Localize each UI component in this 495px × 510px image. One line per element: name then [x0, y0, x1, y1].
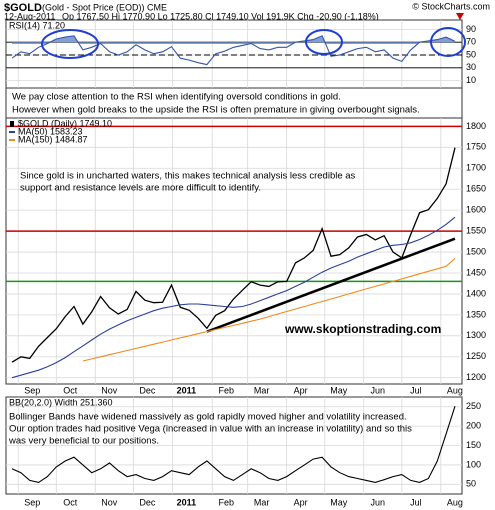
highlight [305, 29, 343, 55]
rsi-area [12, 35, 455, 44]
y-tick-label: 1450 [466, 267, 486, 277]
x-tick-label: Apr [294, 497, 308, 507]
y-tick-label: 1350 [466, 309, 486, 319]
y-tick-label: 1650 [466, 184, 486, 194]
y-tick-label: 1250 [466, 351, 486, 361]
y-tick-label: 70 [466, 37, 476, 47]
y-tick-label: 100 [466, 459, 481, 469]
series-line [11, 216, 456, 379]
series-line [11, 147, 456, 363]
y-tick-label: 1200 [466, 372, 486, 382]
y-tick-label: 1700 [466, 163, 486, 173]
panel-title: BB(20,2.0) Width 251.360 [9, 397, 113, 407]
trend-line [206, 237, 456, 333]
y-tick-label: 1400 [466, 288, 486, 298]
price-panel [5, 117, 463, 385]
note: Bollinger Bands have widened massively a… [9, 412, 407, 423]
legend-label: $GOLD (Daily) 1749.10 [18, 118, 112, 128]
y-tick-label: 50 [466, 479, 476, 489]
quote: Op 1767.50 Hi 1770.90 Lo 1725.80 Cl 1749… [62, 11, 379, 21]
note: We pay close attention to the RSI when i… [12, 92, 341, 103]
note: support and resistance levels are more d… [20, 183, 261, 194]
y-tick-label: 1500 [466, 246, 486, 256]
x-tick-label: Aug [447, 385, 463, 395]
x-tick-label: Aug [447, 497, 463, 507]
x-tick-label: Oct [63, 497, 78, 507]
highlight [41, 29, 99, 59]
x-tick-label: Dec [139, 497, 156, 507]
down-arrow [456, 13, 464, 20]
x-tick-label: May [330, 497, 348, 507]
x-tick-label: Jun [370, 497, 385, 507]
series-line [82, 257, 456, 362]
legend-swatch [10, 121, 14, 127]
y-tick-label: 90 [466, 24, 476, 34]
note: However when gold breaks to the upside t… [12, 105, 420, 116]
y-tick-label: 1800 [466, 121, 486, 131]
y-tick-label: 50 [466, 49, 476, 59]
y-tick-label: 1750 [466, 142, 486, 152]
series-line [11, 406, 456, 483]
x-tick-label: Jul [410, 385, 422, 395]
highlight [430, 27, 466, 57]
x-tick-label: Feb [218, 497, 234, 507]
legend-label: MA(150) 1484.87 [18, 134, 88, 144]
note: Our option trades had positive Vega (inc… [9, 424, 412, 435]
website: www.skoptionstrading.com [284, 322, 441, 336]
symbol: $GOLD [4, 2, 42, 14]
series-line [11, 35, 456, 66]
legend-label: MA(50) 1583.23 [18, 126, 83, 136]
symbol-name: (Gold - Spot Price (EOD)) CME [42, 2, 167, 12]
x-tick-label: Nov [101, 385, 118, 395]
source: © StockCharts.com [412, 1, 490, 11]
x-tick-label: Feb [218, 385, 234, 395]
x-tick-label: Mar [254, 385, 270, 395]
x-tick-label: 2011 [177, 385, 197, 395]
note: Since gold is in uncharted waters, this … [20, 171, 356, 182]
x-tick-label: Oct [63, 385, 78, 395]
x-tick-label: Sep [24, 497, 40, 507]
x-tick-label: Jun [370, 385, 385, 395]
y-tick-label: 200 [466, 421, 481, 431]
x-tick-label: May [330, 385, 348, 395]
x-tick-label: Jul [410, 497, 422, 507]
date: 12-Aug-2011 [4, 11, 55, 21]
y-tick-label: 30 [466, 62, 476, 72]
x-tick-label: Nov [101, 497, 118, 507]
y-tick-label: 1550 [466, 225, 486, 235]
y-tick-label: 1600 [466, 205, 486, 215]
x-tick-label: Sep [24, 385, 40, 395]
x-tick-label: 2011 [177, 497, 197, 507]
note: was very beneficial to our positions. [8, 436, 159, 447]
y-tick-label: 150 [466, 440, 481, 450]
x-tick-label: Apr [294, 385, 308, 395]
y-tick-label: 250 [466, 401, 481, 411]
y-tick-label: 10 [466, 75, 476, 85]
x-tick-label: Dec [139, 385, 156, 395]
x-tick-label: Mar [254, 497, 270, 507]
panel-title: RSI(14) 71.20 [9, 20, 65, 30]
y-tick-label: 1300 [466, 330, 486, 340]
